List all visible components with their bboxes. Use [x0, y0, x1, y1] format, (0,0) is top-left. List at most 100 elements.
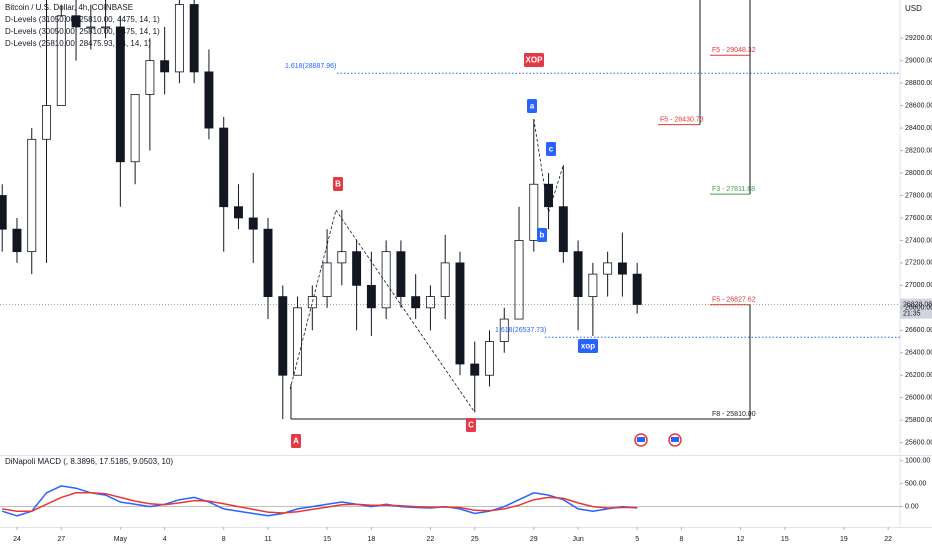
candle-body — [337, 251, 347, 264]
x-tick-label: Jun — [572, 536, 583, 543]
candle-body — [617, 262, 627, 275]
wave-label: A — [293, 437, 299, 446]
y-tick-label: 25600.00 — [905, 439, 932, 446]
wave-badge — [466, 418, 476, 432]
x-tick-label: 8 — [680, 536, 684, 543]
wave-badge — [578, 339, 598, 353]
macd-line — [2, 492, 638, 514]
x-tick-label: 22 — [427, 536, 435, 543]
y-tick-label: 27200.00 — [905, 260, 932, 267]
countdown-label: 21:35 — [903, 311, 921, 318]
candle-body — [381, 251, 391, 309]
candle-body — [42, 105, 51, 140]
candle-body — [544, 183, 554, 208]
candle-body — [101, 26, 111, 29]
x-tick-label: 15 — [781, 536, 789, 543]
wave-label: xop — [581, 342, 595, 351]
candle-body — [440, 262, 450, 297]
main-pane — [0, 0, 642, 420]
y-tick-label: 25800.00 — [905, 417, 932, 424]
candle-body — [0, 195, 7, 230]
x-tick-label: 12 — [737, 536, 745, 543]
candle-body — [56, 15, 66, 107]
wave-label: a — [530, 102, 535, 111]
wave-badge — [546, 142, 556, 156]
candle-body — [322, 262, 332, 297]
candle-body — [189, 4, 199, 73]
candle-body — [485, 341, 494, 376]
candle-body — [145, 60, 155, 95]
y-tick-label: 28200.00 — [905, 147, 932, 154]
candle-body — [219, 127, 229, 208]
macd-line — [1, 485, 638, 517]
candle-body — [411, 296, 421, 309]
y-tick-label: 27000.00 — [905, 282, 932, 289]
candle-body — [366, 284, 376, 309]
f-level-label: F5 - 29048.32 — [712, 47, 756, 54]
wave-badge — [291, 434, 301, 448]
drawing-line — [335, 209, 476, 413]
y-tick-label: 26000.00 — [905, 395, 932, 402]
symbol-title: Bitcoin / U.S. Dollar, 4h, COINBASE — [5, 3, 133, 12]
x-tick-label: 27 — [57, 536, 65, 543]
wave-label: b — [540, 231, 545, 240]
x-tick-label: 5 — [635, 536, 639, 543]
candle-body — [529, 183, 539, 241]
candle-body — [603, 262, 613, 275]
candle-body — [632, 273, 642, 305]
candle-body — [470, 363, 480, 376]
fib-label: 1.618(28887.96) — [285, 63, 336, 70]
candle-body — [86, 26, 96, 29]
candle-body — [71, 15, 81, 28]
y-tick-label: 26400.00 — [905, 350, 932, 357]
y-tick-label: 28400.00 — [905, 125, 932, 132]
candle-body — [396, 251, 406, 297]
x-tick-label: 19 — [840, 536, 848, 543]
candle-body — [278, 296, 288, 376]
f-level-label: F8 - 25810.00 — [712, 411, 756, 418]
candle-body — [204, 71, 214, 129]
wave-label: c — [549, 145, 554, 154]
fib-label: 1.618(26537.73) — [495, 327, 546, 334]
drawing-line — [548, 165, 564, 213]
candle-body — [352, 251, 362, 286]
last-price-label: 26828.08 — [903, 302, 932, 309]
indicator-legend: D-Levels (30050.00, 25810.00, 4475, 14, … — [5, 27, 160, 36]
candle-body — [234, 206, 243, 219]
y-tick-label: 27600.00 — [905, 215, 932, 222]
y-tick-label: 28000.00 — [905, 170, 932, 177]
y-tick-label: 26200.00 — [905, 372, 932, 379]
y-tick-label: 29000.00 — [905, 58, 932, 65]
indicator-legend: D-Levels (31050.00, 25810.00, 4475, 14, … — [5, 15, 160, 24]
candle-body — [263, 228, 273, 297]
candle-body — [558, 206, 568, 253]
candle-body — [293, 307, 302, 376]
x-tick-label: 4 — [163, 536, 167, 543]
x-tick-label: 22 — [884, 536, 892, 543]
candle-body — [174, 4, 184, 73]
candle-body — [248, 217, 258, 230]
x-tick-label: May — [114, 536, 128, 543]
candle-body — [588, 273, 598, 297]
candle-body — [499, 318, 509, 342]
x-tick-label: 24 — [13, 536, 21, 543]
x-tick-label: 15 — [323, 536, 331, 543]
macd-y-tick-label: 1000.00 — [905, 457, 930, 464]
candle-body — [425, 296, 435, 309]
indicator-legend: D-Levels (25810.00, 28475.93, 44, 14, 1) — [5, 39, 151, 48]
wave-badge — [524, 53, 544, 67]
y-tick-label: 27400.00 — [905, 237, 932, 244]
candle-body — [130, 93, 140, 163]
candle-body — [27, 138, 37, 253]
drawing-line — [289, 209, 337, 390]
x-tick-label: 29 — [530, 536, 538, 543]
wave-badge — [527, 99, 537, 113]
candle-body — [12, 228, 22, 253]
y-tick-label: 28600.00 — [905, 102, 932, 109]
f-level-label: F5 - 28430.73 — [660, 116, 704, 123]
candle-body — [307, 296, 317, 309]
x-tick-label: 25 — [471, 536, 479, 543]
f-level-label: F3 - 27811.68 — [712, 186, 755, 193]
